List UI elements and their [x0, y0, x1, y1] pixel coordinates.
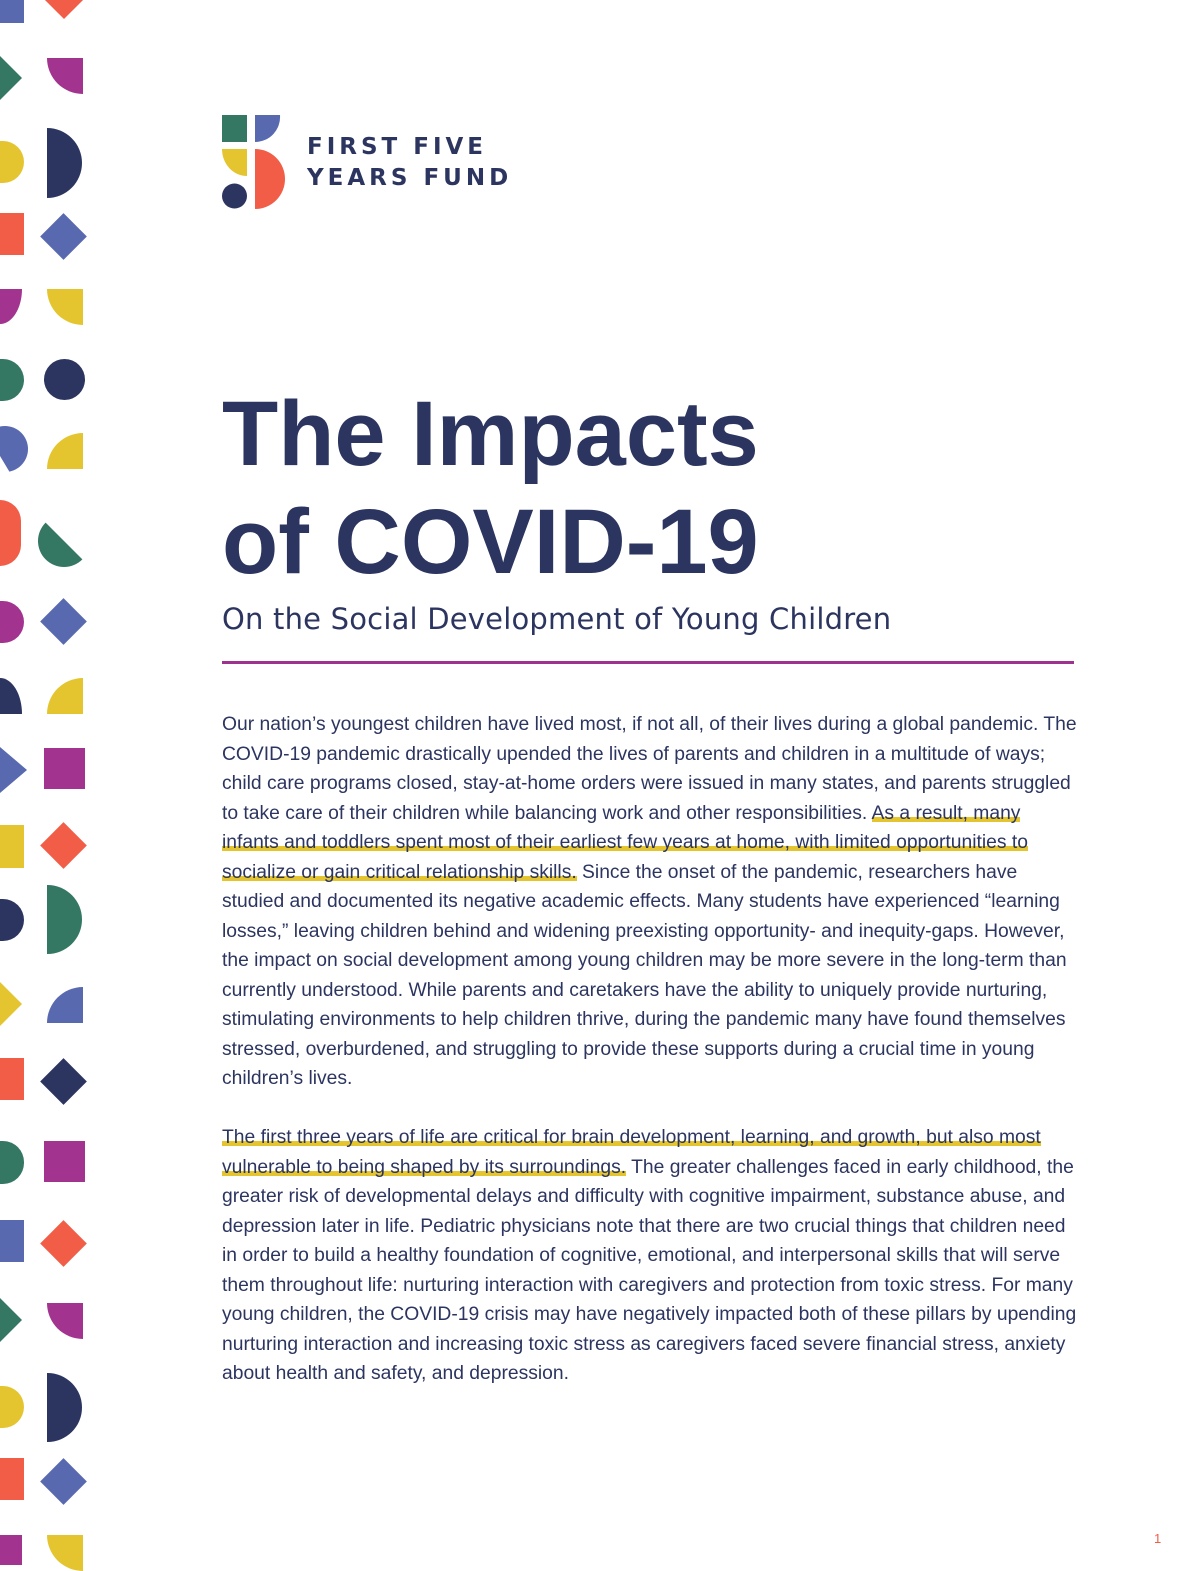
- page-subtitle: On the Social Development of Young Child…: [222, 602, 892, 636]
- page-title-line1: The Impacts: [222, 383, 759, 485]
- triangle-shape: [0, 982, 22, 1026]
- brand-name-line1: FIRST FIVE: [307, 134, 488, 160]
- brand-name: FIRST FIVE YEARS FUND: [307, 132, 512, 194]
- square-shape: [44, 748, 85, 789]
- square-shape: [0, 825, 24, 868]
- quarter-circle-shape: [0, 289, 22, 324]
- square-shape: [44, 1141, 85, 1182]
- diamond-shape: [40, 598, 87, 645]
- diamond-shape: [40, 1058, 87, 1105]
- half-circle-shape: [0, 1141, 24, 1184]
- square-shape: [0, 1058, 24, 1100]
- diamond-shape: [40, 822, 87, 869]
- brand-name-line2: YEARS FUND: [307, 165, 513, 191]
- body-text: Our nation’s youngest children have live…: [222, 710, 1082, 1418]
- triangle-shape: [0, 56, 22, 100]
- circle-shape: [44, 359, 85, 400]
- rotated-half-circle-shape: [0, 426, 28, 472]
- half-circle-shape: [0, 899, 24, 941]
- paragraph-2: The first three years of life are critic…: [222, 1123, 1082, 1389]
- half-circle-shape: [0, 601, 24, 643]
- page-title: The Impacts of COVID-19: [222, 380, 759, 596]
- half-circle-shape: [0, 1386, 24, 1428]
- diamond-shape: [40, 1458, 87, 1505]
- paragraph-1: Our nation’s youngest children have live…: [222, 710, 1082, 1094]
- paragraph-1-rest: Since the onset of the pandemic, researc…: [222, 861, 1067, 1090]
- paragraph-2-rest: The greater challenges faced in early ch…: [222, 1156, 1077, 1385]
- half-circle-shape: [47, 885, 82, 954]
- quarter-circle-shape: [47, 987, 83, 1023]
- quarter-circle-shape: [0, 1535, 22, 1565]
- diamond-shape: [39, 0, 89, 20]
- square-shape: [0, 1458, 24, 1500]
- half-circle-shape: [0, 500, 21, 566]
- quarter-circle-shape: [47, 1535, 83, 1571]
- half-circle-shape: [0, 359, 24, 401]
- logo-mark-icon: [222, 115, 285, 209]
- half-circle-shape: [47, 1373, 82, 1442]
- diamond-shape: [40, 213, 87, 260]
- square-shape: [0, 213, 24, 255]
- quarter-circle-shape: [47, 58, 83, 94]
- half-circle-shape: [47, 128, 82, 198]
- page-title-line2: of COVID-19: [222, 491, 759, 593]
- quarter-circle-shape: [47, 289, 83, 325]
- page-number: 1: [1154, 1531, 1162, 1546]
- quarter-circle-shape: [47, 1303, 83, 1339]
- square-shape: [0, 0, 24, 23]
- triangle-shape: [0, 747, 27, 793]
- rotated-half-circle-shape: [38, 515, 90, 567]
- paragraph-1-intro: Our nation’s youngest children have live…: [222, 714, 1077, 824]
- triangle-shape: [0, 1298, 22, 1342]
- diamond-shape: [40, 1220, 87, 1267]
- quarter-circle-shape: [47, 678, 83, 714]
- square-shape: [0, 1220, 24, 1262]
- half-circle-shape: [0, 141, 24, 183]
- quarter-circle-shape: [0, 678, 22, 714]
- brand-logo: FIRST FIVE YEARS FUND: [222, 115, 522, 210]
- quarter-circle-shape: [47, 433, 83, 469]
- divider: [222, 661, 1074, 664]
